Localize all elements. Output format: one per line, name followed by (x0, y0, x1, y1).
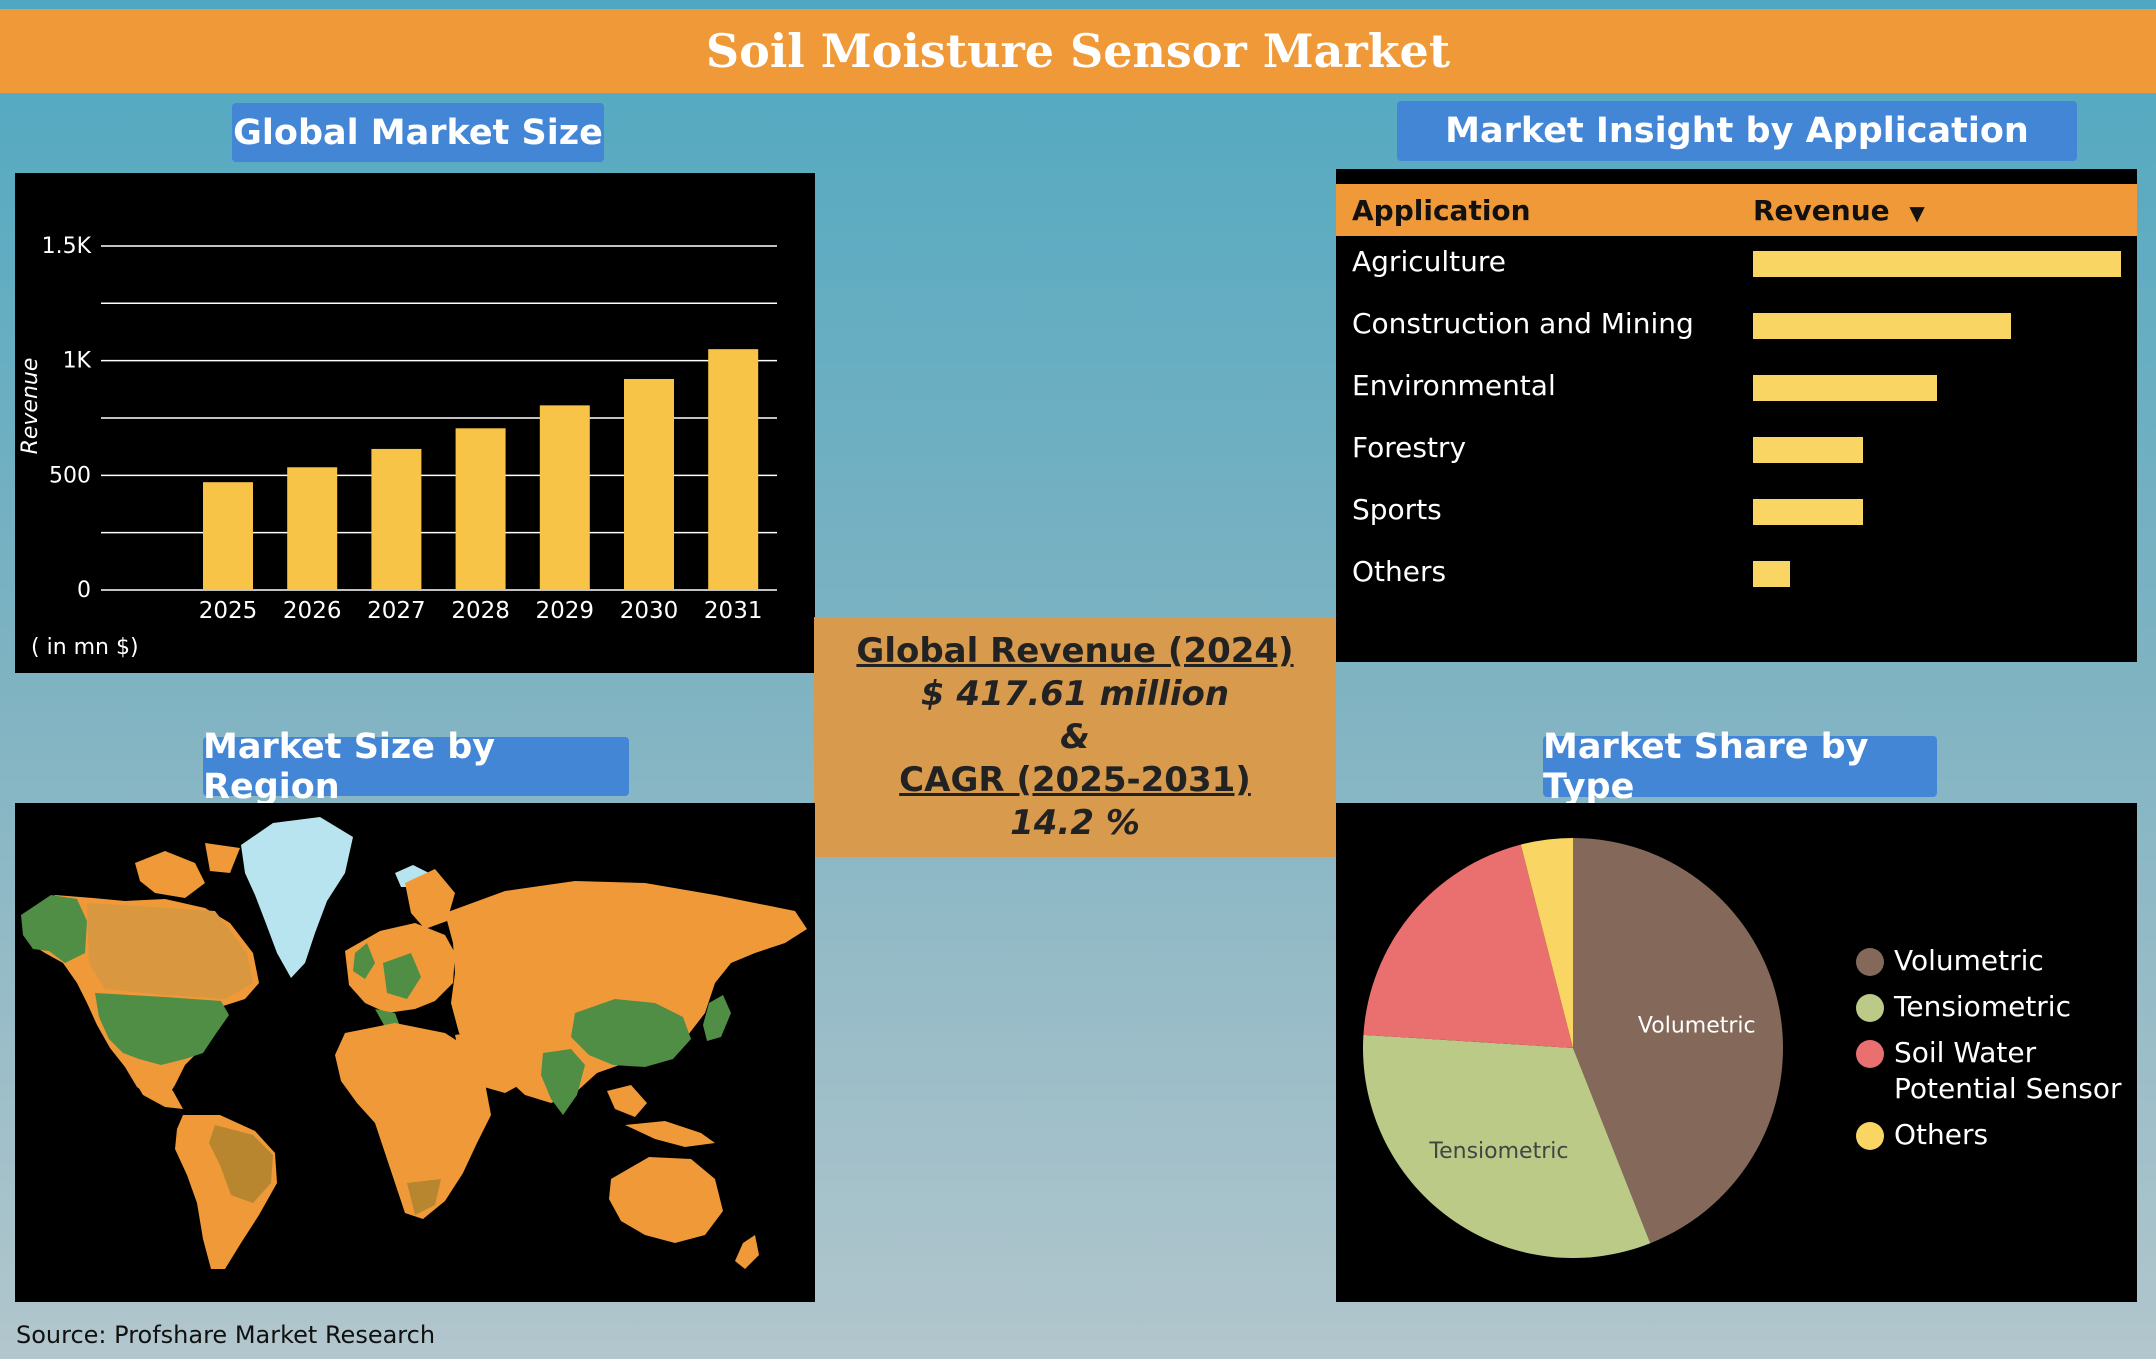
x-tick-label: 2028 (451, 598, 510, 624)
legend-swatch (1856, 994, 1884, 1022)
global-revenue-box: Global Revenue (2024) $ 417.61 million &… (814, 617, 1336, 857)
column-application[interactable]: Application (1352, 194, 1531, 227)
revenue-label: Global Revenue (2024) (856, 630, 1294, 671)
application-heading: Market Insight by Application (1397, 101, 2077, 161)
pie-slice-2[interactable] (1363, 844, 1573, 1048)
bar-2030[interactable] (624, 378, 674, 590)
cagr-value: 14.2 % (1010, 802, 1140, 843)
application-bar[interactable] (1753, 437, 1864, 463)
market-size-chart: 0 500 1K 1.5K 2025 2026 2027 2028 2029 2030 2031 Re… (18, 234, 777, 660)
market-size-panel: 0 500 1K 1.5K 2025 2026 2027 2028 2029 2030 2031 Re… (15, 173, 815, 673)
bar-2026[interactable] (287, 467, 338, 590)
legend-item[interactable]: Tensiometric (1856, 989, 2134, 1025)
page-title: Soil Moisture Sensor Market (0, 9, 2156, 93)
application-label: Sports (1352, 493, 1442, 526)
type-panel: Volumetric Tensiometric Volumetric Tensiom… (1336, 803, 2137, 1302)
bar-2028[interactable] (455, 428, 506, 590)
legend-item[interactable]: Soil Water Potential Sensor (1856, 1035, 2134, 1107)
bar-2027[interactable] (371, 448, 422, 590)
revenue-value: $ 417.61 million (920, 673, 1230, 714)
y-tick-label: 0 (77, 578, 91, 603)
column-revenue[interactable]: Revenue ▼ (1753, 194, 1925, 227)
legend-swatch (1856, 1122, 1884, 1150)
x-tick-label: 2027 (367, 598, 426, 624)
sort-down-icon[interactable]: ▼ (1909, 201, 1925, 225)
pie-slice-1[interactable] (1363, 1034, 1651, 1258)
x-tick-label: 2026 (283, 598, 342, 624)
application-label: Agriculture (1352, 245, 1506, 278)
application-bar[interactable] (1753, 561, 1790, 587)
legend-label: Soil Water Potential Sensor (1894, 1036, 2122, 1105)
application-label: Construction and Mining (1352, 307, 1694, 340)
world-map-icon (21, 817, 807, 1269)
region-panel (15, 803, 815, 1302)
legend-label: Volumetric (1894, 944, 2044, 977)
application-label: Others (1352, 555, 1447, 588)
application-label: Forestry (1352, 431, 1467, 464)
application-panel: Application Revenue ▼ Agriculture Constru… (1336, 169, 2137, 662)
application-table-header: Application Revenue ▼ (1336, 184, 2137, 236)
column-revenue-label: Revenue (1753, 194, 1890, 227)
y-tick-label: 1K (63, 349, 92, 374)
legend-label: Others (1894, 1118, 1989, 1151)
bar-2029[interactable] (539, 405, 590, 590)
x-tick-label: 2025 (199, 598, 258, 624)
legend-label: Tensiometric (1894, 990, 2071, 1023)
type-pie-chart: Volumetric Tensiometric (1363, 838, 1783, 1258)
bar-2025[interactable] (203, 482, 253, 590)
y-tick-label: 500 (49, 463, 91, 488)
pie-slice-label: Tensiometric (1428, 1139, 1568, 1164)
application-bar[interactable] (1753, 499, 1864, 525)
y-axis-label: Revenue (18, 358, 43, 455)
legend-swatch (1856, 1040, 1884, 1068)
application-bar[interactable] (1753, 251, 2121, 277)
pie-slice-0[interactable] (1573, 838, 1783, 1244)
region-heading: Market Size by Region (203, 727, 629, 807)
type-heading: Market Share by Type (1543, 727, 1937, 807)
cagr-label: CAGR (2025-2031) (899, 759, 1251, 800)
x-tick-label: 2031 (704, 598, 763, 624)
application-bar[interactable] (1753, 375, 1937, 401)
pie-slice-3[interactable] (1520, 838, 1573, 1048)
bar-2031[interactable] (708, 349, 759, 590)
source-note: Source: Profshare Market Research (16, 1321, 436, 1349)
x-tick-label: 2030 (620, 598, 679, 624)
legend-swatch (1856, 948, 1884, 976)
market-size-heading: Global Market Size (232, 103, 604, 162)
application-label: Environmental (1352, 369, 1556, 402)
top-strip (0, 0, 2156, 9)
x-tick-label: 2029 (536, 598, 595, 624)
pie-slice-label: Volumetric (1638, 1013, 1756, 1038)
application-bar[interactable] (1753, 313, 2011, 339)
y-tick-label: 1.5K (42, 234, 92, 259)
legend-item[interactable]: Volumetric (1856, 943, 2134, 979)
ampersand: & (1060, 716, 1090, 757)
unit-note: ( in mn $) (31, 635, 139, 660)
legend-item[interactable]: Others (1856, 1117, 2134, 1153)
